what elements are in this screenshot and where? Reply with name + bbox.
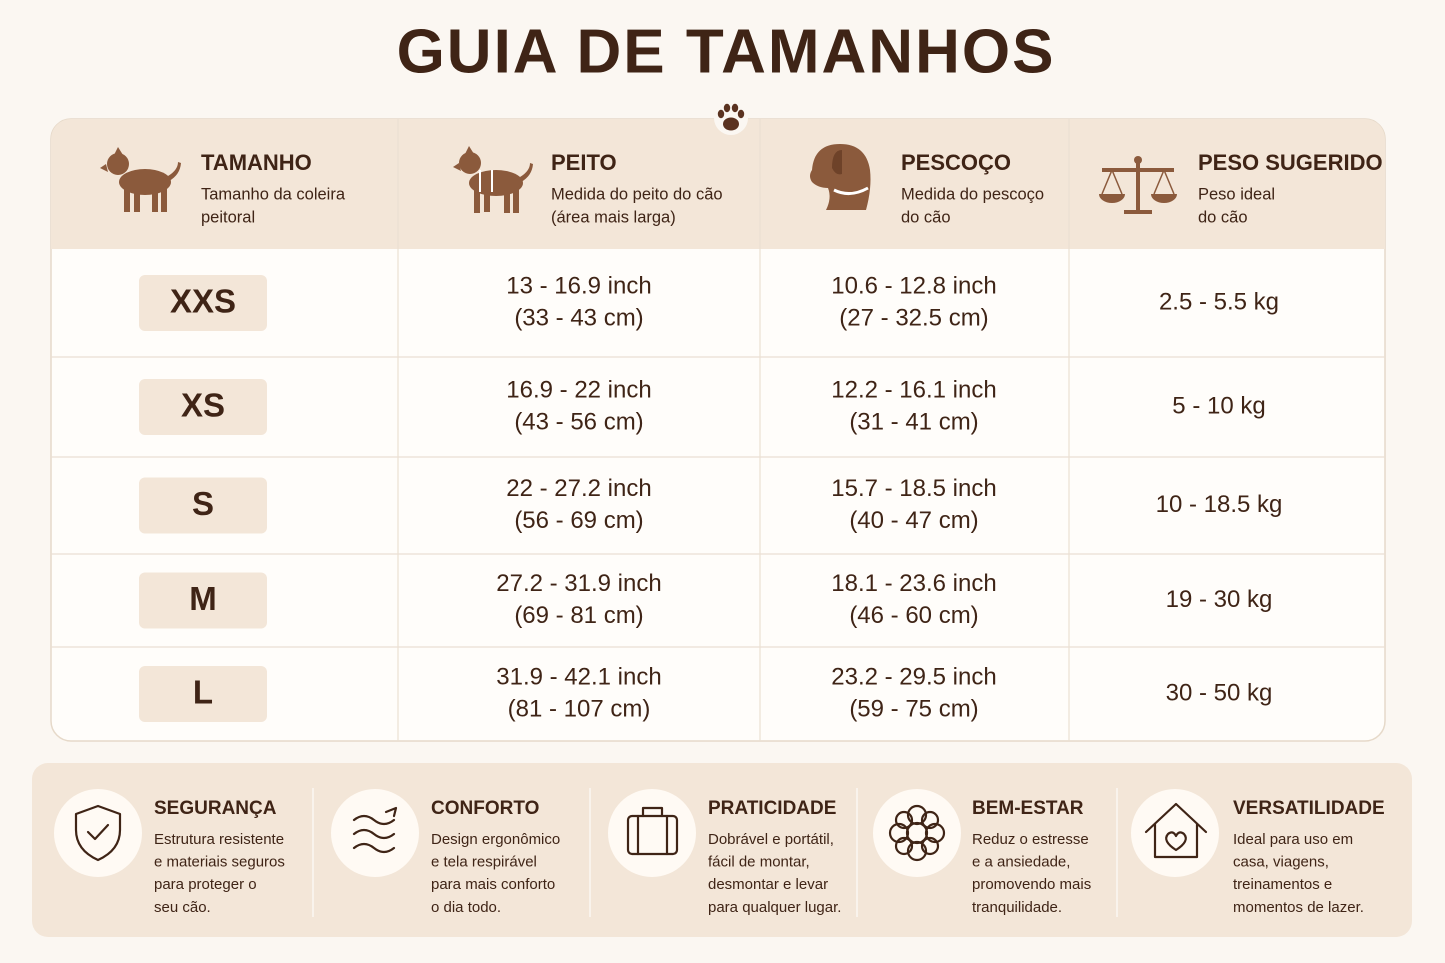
dog-head-icon: [810, 144, 871, 210]
table-header-band: [51, 119, 1385, 249]
size-label: L: [193, 674, 213, 711]
feature-title: PRATICIDADE: [708, 798, 836, 819]
dog-icon: [100, 147, 181, 212]
chest-measure: 27.2 - 31.9 inch: [496, 570, 661, 597]
chest-measure: (56 - 69 cm): [514, 507, 643, 534]
feature-description: Ideal para uso em: [1233, 831, 1353, 848]
chest-measure: (43 - 56 cm): [514, 408, 643, 435]
feature-separators: [312, 788, 1118, 917]
neck-measure: (27 - 32.5 cm): [839, 304, 988, 331]
feature-description: momentos de lazer.: [1233, 899, 1364, 916]
feature-description: casa, viagens,: [1233, 854, 1329, 871]
neck-measure: (46 - 60 cm): [849, 602, 978, 629]
chest-measure: (81 - 107 cm): [508, 695, 651, 722]
chest-measure: 31.9 - 42.1 inch: [496, 663, 661, 690]
column-subtitle: Tamanho da coleira: [201, 185, 346, 203]
neck-measure: (40 - 47 cm): [849, 507, 978, 534]
weight-range: 30 - 50 kg: [1166, 679, 1273, 706]
neck-measure: 18.1 - 23.6 inch: [831, 570, 996, 597]
size-badge: [139, 477, 267, 534]
shield-icon: [74, 804, 122, 862]
column-title: PEITO: [551, 150, 617, 175]
neck-measure: 15.7 - 18.5 inch: [831, 475, 996, 502]
column-subtitle: Medida do peito do cão: [551, 185, 723, 203]
feature-description: desmontar e levar: [708, 876, 828, 893]
column-subtitle: do cão: [1198, 208, 1248, 226]
feature-description: Design ergonômico: [431, 831, 560, 848]
feature-description: para qualquer lugar.: [708, 899, 841, 916]
table-lines: [51, 119, 1385, 741]
neck-measure: 12.2 - 16.1 inch: [831, 376, 996, 403]
paw-icon: [714, 101, 748, 135]
column-subtitle: Peso ideal: [1198, 185, 1275, 203]
chest-measure: 16.9 - 22 inch: [506, 376, 651, 403]
neck-measure: 23.2 - 29.5 inch: [831, 663, 996, 690]
chest-measure: (69 - 81 cm): [514, 602, 643, 629]
chest-measure: (33 - 43 cm): [514, 304, 643, 331]
chest-measure: 13 - 16.9 inch: [506, 272, 651, 299]
feature-title: SEGURANÇA: [154, 798, 277, 819]
neck-measure: (59 - 75 cm): [849, 695, 978, 722]
feature-description: Dobrável e portátil,: [708, 831, 834, 848]
weight-range: 5 - 10 kg: [1172, 392, 1265, 419]
size-label: XS: [181, 387, 225, 424]
feature-description: e tela respirável: [431, 854, 537, 871]
feature-description: o dia todo.: [431, 899, 501, 916]
column-title: TAMANHO: [201, 150, 312, 175]
chest-measure: 22 - 27.2 inch: [506, 475, 651, 502]
feature-description: tranquilidade.: [972, 899, 1062, 916]
size-table: [50, 118, 1386, 742]
flower-icon: [888, 804, 946, 862]
feature-description: para mais conforto: [431, 876, 555, 893]
column-title: PESCOÇO: [901, 150, 1011, 175]
size-label: XXS: [170, 283, 236, 320]
column-subtitle: (área mais larga): [551, 208, 676, 226]
feature-description: para proteger o: [154, 876, 257, 893]
feature-icon-circles: [54, 789, 1219, 877]
house-icon: [1144, 802, 1208, 859]
neck-measure: (31 - 41 cm): [849, 408, 978, 435]
page-title: GUIA DE TAMANHOS: [397, 17, 1056, 86]
scale-icon: [1099, 156, 1177, 214]
column-subtitle: do cão: [901, 208, 951, 226]
size-label: S: [192, 485, 214, 522]
weight-range: 2.5 - 5.5 kg: [1159, 288, 1279, 315]
case-icon: [626, 806, 679, 856]
feature-description: seu cão.: [154, 899, 211, 916]
weight-range: 10 - 18.5 kg: [1156, 491, 1283, 518]
feature-description: fácil de montar,: [708, 854, 810, 871]
weight-range: 19 - 30 kg: [1166, 586, 1273, 613]
size-badge: [139, 275, 267, 331]
feature-description: e a ansiedade,: [972, 854, 1070, 871]
feature-description: Estrutura resistente: [154, 831, 284, 848]
column-subtitle: Medida do pescoço: [901, 185, 1044, 203]
waves-icon: [352, 806, 398, 854]
size-badge: [139, 379, 267, 435]
size-badge: [139, 572, 267, 629]
size-badge: [139, 666, 267, 722]
feature-description: Reduz o estresse: [972, 831, 1089, 848]
feature-description: treinamentos e: [1233, 876, 1332, 893]
size-label: M: [189, 580, 217, 617]
feature-title: VERSATILIDADE: [1233, 798, 1385, 819]
feature-title: BEM-ESTAR: [972, 798, 1084, 819]
feature-description: promovendo mais: [972, 876, 1091, 893]
feature-description: e materiais seguros: [154, 854, 285, 871]
harness-dog-icon: [453, 146, 533, 213]
features-panel: [32, 763, 1412, 937]
neck-measure: 10.6 - 12.8 inch: [831, 272, 996, 299]
feature-title: CONFORTO: [431, 798, 539, 819]
column-subtitle: peitoral: [201, 208, 255, 226]
column-title: PESO SUGERIDO: [1198, 150, 1383, 175]
